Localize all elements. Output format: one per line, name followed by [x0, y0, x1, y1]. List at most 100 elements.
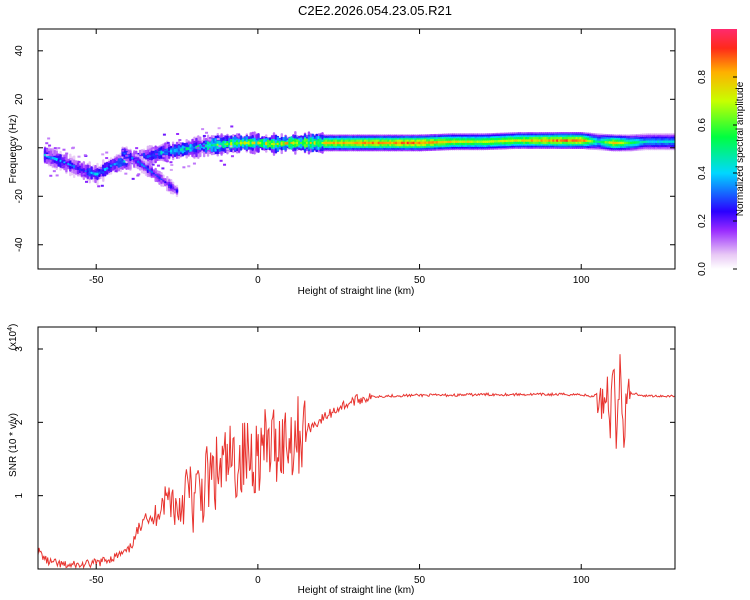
ridge-cell	[303, 141, 307, 145]
ridge-cell	[90, 171, 93, 175]
spectrogram-y-tick-label: -40	[14, 237, 25, 252]
snr-multiplier-exp: 4	[7, 327, 14, 331]
ridge-cell	[100, 170, 103, 174]
ridge-cell	[396, 141, 400, 145]
ridge-cell	[656, 140, 660, 144]
ridge-cell	[266, 142, 270, 146]
ridge-cell	[121, 160, 124, 164]
ridge-cell	[98, 171, 101, 175]
secondary-branch-cell	[136, 160, 140, 164]
ridge-cell	[319, 141, 322, 145]
speckle-cell	[77, 160, 81, 163]
ridge-cell	[447, 140, 450, 144]
ridge-cell	[495, 139, 499, 143]
ridge-cell	[565, 139, 569, 142]
speckle-cell	[218, 145, 222, 148]
ridge-cell	[548, 139, 551, 142]
ridge-cell	[162, 151, 165, 154]
ridge-cell	[470, 140, 474, 144]
speckle-cell	[169, 168, 173, 171]
ridge-cell	[344, 141, 347, 145]
ridge-cell	[476, 140, 479, 144]
ridge-cell	[552, 139, 555, 142]
speckle-cell	[187, 165, 191, 168]
spectrogram-x-tick-label: 100	[573, 275, 590, 286]
ridge-cell	[338, 141, 342, 145]
ridge-cell	[123, 159, 126, 163]
ridge-cell	[168, 150, 171, 153]
secondary-branch-cell	[123, 152, 126, 155]
secondary-branch-cell	[150, 170, 153, 174]
speckle-cell	[226, 148, 230, 151]
speckle-cell	[61, 166, 65, 169]
ridge-cell	[528, 139, 532, 142]
ridge-cell	[404, 141, 408, 145]
ridge-cell	[342, 141, 346, 145]
speckle-cell	[97, 185, 101, 188]
spectrogram-speckle	[45, 125, 240, 188]
ridge-cell	[152, 153, 155, 157]
ridge-cell	[76, 166, 80, 171]
ridge-cell	[298, 141, 301, 145]
ridge-cell	[280, 141, 283, 146]
ridge-cell	[241, 141, 245, 145]
ridge-cell	[181, 148, 185, 151]
ridge-cell	[515, 139, 518, 142]
secondary-branch-cell	[171, 186, 175, 190]
ridge-cell	[104, 167, 107, 172]
ridge-cell	[598, 140, 602, 144]
snr-y-tick-label: 2	[14, 419, 25, 425]
ridge-cell	[482, 140, 485, 144]
ridge-cell	[377, 141, 380, 145]
ridge-cell	[670, 140, 673, 144]
ridge-cell	[507, 139, 510, 143]
ridge-cell	[226, 143, 229, 145]
ridge-cell	[111, 163, 115, 167]
ridge-cell	[265, 141, 268, 146]
ridge-cell	[169, 149, 173, 153]
ridge-cell	[82, 169, 86, 172]
speckle-cell	[49, 174, 53, 177]
ridge-cell	[245, 141, 249, 144]
speckle-cell	[196, 146, 200, 149]
ridge-cell	[228, 142, 231, 146]
ridge-cell	[488, 140, 491, 143]
spectrogram-y-tick-label: 40	[14, 45, 25, 57]
ridge-cell	[641, 140, 644, 144]
ridge-cell	[579, 139, 582, 142]
ridge-cell	[435, 141, 439, 144]
ridge-cell	[451, 140, 454, 144]
ridge-cell	[115, 162, 119, 165]
ridge-cell	[664, 140, 668, 144]
ridge-cell	[464, 140, 468, 144]
ridge-cell	[433, 141, 437, 144]
ridge-cell	[542, 139, 545, 142]
ridge-cell	[307, 141, 311, 145]
ridge-cell	[113, 162, 117, 166]
speckle-cell	[134, 152, 138, 155]
ridge-cell	[653, 140, 656, 144]
ridge-cell	[501, 139, 505, 143]
ridge-cell	[557, 139, 561, 142]
ridge-cell	[554, 139, 557, 142]
ridge-cell	[373, 141, 377, 145]
ridge-cell	[639, 140, 642, 144]
ridge-cell	[398, 141, 402, 145]
secondary-branch-cell	[164, 181, 167, 184]
speckle-cell	[230, 155, 234, 158]
ridge-cell	[431, 141, 435, 144]
ridge-cell	[472, 140, 476, 144]
ridge-cell	[253, 141, 256, 145]
ridge-cell	[315, 141, 318, 145]
ridge-cell	[208, 143, 212, 147]
ridge-cell	[290, 141, 293, 144]
colorbar: 0.0 0.2 0.4 0.6 0.8 Normalized spectral ampl…	[697, 29, 746, 276]
ridge-cell	[585, 139, 588, 143]
ridge-cell	[278, 142, 282, 146]
ridge-cell	[270, 143, 274, 145]
ridge-cell	[637, 141, 640, 144]
snr-y-tick-label: 1	[14, 492, 25, 498]
ridge-cell	[402, 141, 406, 145]
ridge-cell	[592, 140, 596, 143]
ridge-cell	[631, 141, 635, 145]
